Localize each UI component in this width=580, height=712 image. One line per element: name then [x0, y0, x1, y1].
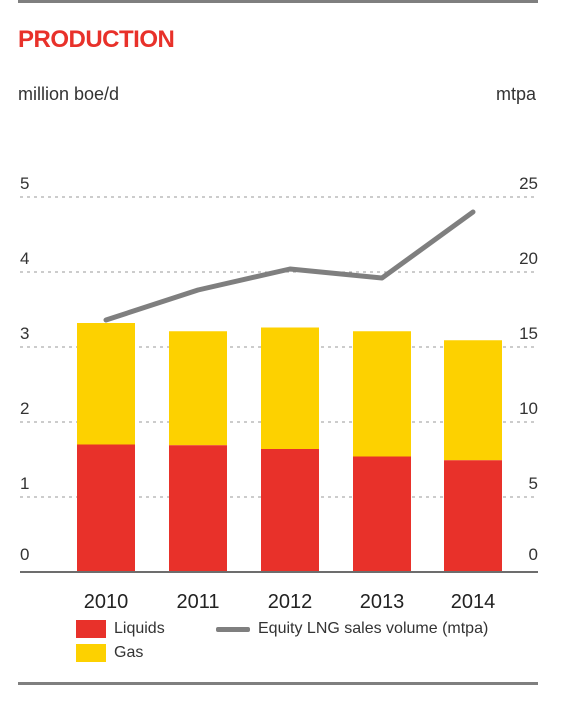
y-tick-label: 3: [20, 324, 29, 343]
y2-tick-label: 5: [529, 474, 538, 493]
y2-tick-label: 15: [519, 324, 538, 343]
bar-liquids: [261, 449, 319, 572]
legend-liquids-label: Liquids: [114, 620, 165, 637]
bar-liquids: [77, 444, 135, 572]
bar-gas: [353, 331, 411, 457]
y-tick-label: 0: [20, 545, 29, 564]
bar-liquids: [353, 456, 411, 572]
x-tick-label: 2014: [451, 591, 496, 613]
y2-tick-label: 0: [529, 545, 538, 564]
legend-gas-swatch: [76, 644, 106, 662]
right-axis-unit: mtpa: [496, 84, 537, 104]
legend-liquids-swatch: [76, 620, 106, 638]
legend-lng-line: [216, 626, 250, 632]
x-tick-label: 2013: [360, 591, 405, 613]
bar-liquids: [169, 445, 227, 572]
series-line-lng: [103, 209, 476, 323]
x-tick-label: 2011: [176, 591, 219, 613]
y2-tick-label: 10: [519, 399, 538, 418]
y-tick-label: 2: [20, 399, 29, 418]
chart-title: PRODUCTION: [18, 26, 175, 53]
bar-gas: [77, 323, 135, 445]
y-tick-label: 5: [20, 174, 29, 193]
legend-liquids: Liquids: [76, 620, 165, 638]
y-tick-label: 1: [20, 474, 29, 493]
legend-gas: Gas: [76, 644, 143, 662]
legend-lng: Equity LNG sales volume (mtpa): [216, 620, 488, 638]
x-tick-label: 2012: [268, 591, 313, 613]
y2-tick-label: 25: [519, 174, 538, 193]
y-tick-label: 4: [20, 249, 29, 268]
legend-gas-label: Gas: [114, 644, 144, 661]
top-rule: [18, 0, 538, 3]
bar-gas: [444, 340, 502, 461]
x-tick-label: 2010: [84, 591, 129, 613]
bottom-rule: [18, 682, 538, 685]
left-axis-unit: million boe/d: [18, 84, 120, 104]
bar-liquids: [444, 460, 502, 572]
legend-lng-label: Equity LNG sales volume (mtpa): [258, 620, 489, 637]
bar-gas: [169, 331, 227, 446]
bar-gas: [261, 327, 319, 449]
y2-tick-label: 20: [519, 249, 538, 268]
